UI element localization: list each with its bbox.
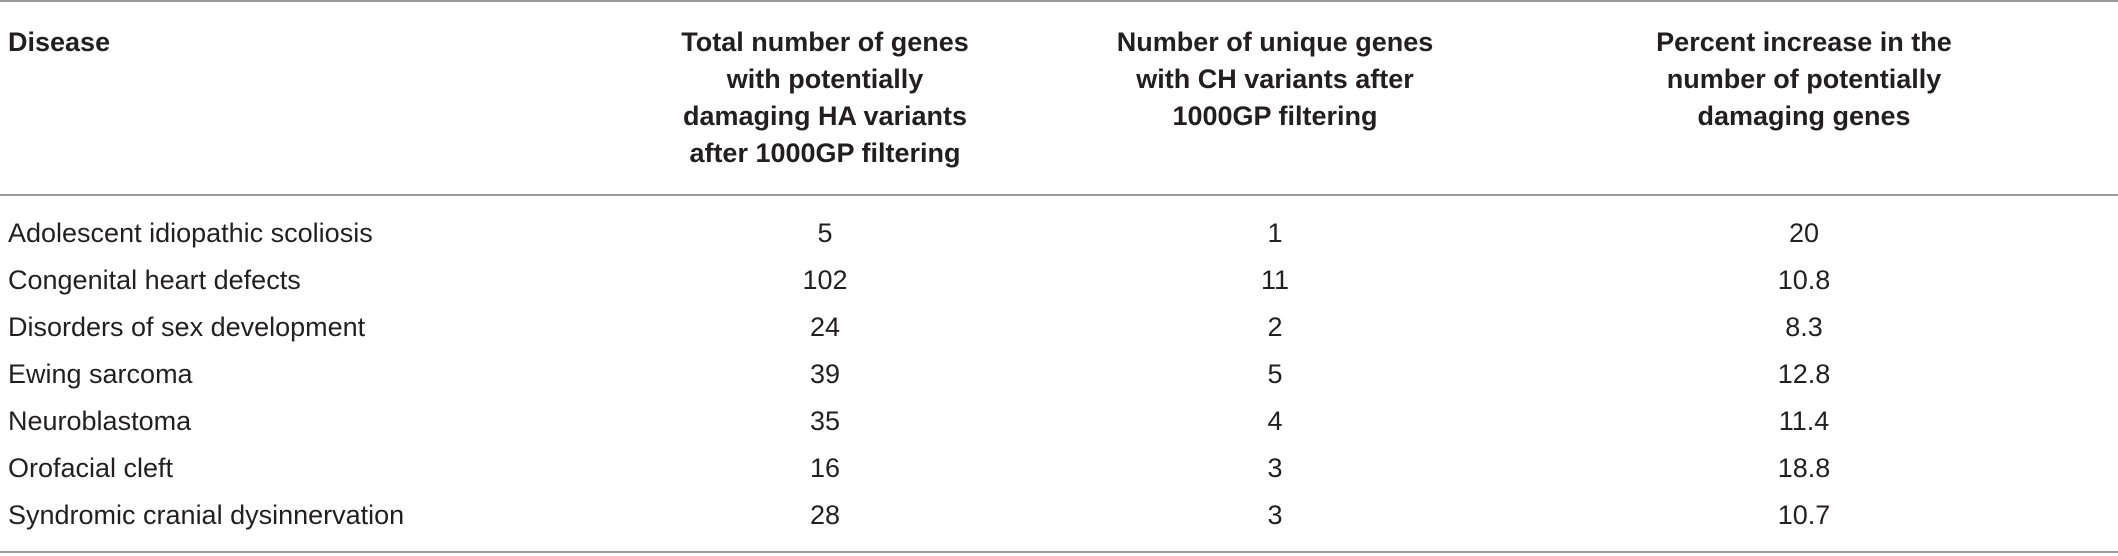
header-percent-increase-line: number of potentially: [1666, 64, 1942, 94]
header-unique-genes-line: Number of unique genes: [1116, 27, 1434, 57]
table-row: Congenital heart defects 102 11 10.8: [0, 257, 2118, 304]
cell-disease: Disorders of sex development: [8, 312, 366, 342]
header-total-genes-line: Total number of genes: [681, 27, 969, 57]
header-disease-label: Disease: [8, 27, 111, 57]
cell-unique-genes: 11: [1260, 265, 1290, 295]
header-percent-increase-line: Percent increase in the: [1656, 27, 1952, 57]
cell-percent-increase: 20: [1788, 218, 1820, 248]
cell-total-genes: 28: [809, 500, 841, 530]
cell-unique-genes: 1: [1267, 218, 1283, 248]
header-disease: Disease: [0, 1, 590, 195]
header-total-genes-line: after 1000GP filtering: [689, 138, 961, 168]
table-row: Syndromic cranial dysinnervation 28 3 10…: [0, 492, 2118, 549]
header-total-genes-line: damaging HA variants: [682, 101, 968, 131]
cell-disease: Neuroblastoma: [8, 406, 192, 436]
cell-unique-genes: 3: [1267, 500, 1283, 530]
header-percent-increase-line: damaging genes: [1697, 101, 1911, 131]
header-unique-genes: Number of unique genes with CH variants …: [1060, 1, 1490, 195]
cell-disease: Orofacial cleft: [8, 453, 174, 483]
cell-percent-increase: 10.8: [1777, 265, 1831, 295]
cell-disease: Ewing sarcoma: [8, 359, 193, 389]
table-row: Ewing sarcoma 39 5 12.8: [0, 351, 2118, 398]
table-header: Disease Total number of genes with poten…: [0, 1, 2118, 195]
cell-unique-genes: 4: [1267, 406, 1283, 436]
table-row: Adolescent idiopathic scoliosis 5 1 20: [0, 195, 2118, 257]
header-total-genes-line: with potentially: [726, 64, 924, 94]
cell-total-genes: 5: [817, 218, 833, 248]
cell-total-genes: 39: [809, 359, 841, 389]
cell-percent-increase: 12.8: [1777, 359, 1831, 389]
table-row: Neuroblastoma 35 4 11.4: [0, 398, 2118, 445]
cell-disease: Adolescent idiopathic scoliosis: [8, 218, 373, 248]
header-total-genes: Total number of genes with potentially d…: [590, 1, 1060, 195]
cell-percent-increase: 18.8: [1777, 453, 1831, 483]
cell-percent-increase: 11.4: [1778, 406, 1830, 436]
table-body: Adolescent idiopathic scoliosis 5 1 20 C…: [0, 195, 2118, 549]
cell-total-genes: 24: [809, 312, 841, 342]
cell-total-genes: 16: [809, 453, 841, 483]
header-unique-genes-line: 1000GP filtering: [1172, 101, 1378, 131]
header-row: Disease Total number of genes with poten…: [0, 1, 2118, 195]
cell-percent-increase: 10.7: [1777, 500, 1831, 530]
table-row: Orofacial cleft 16 3 18.8: [0, 445, 2118, 492]
cell-disease: Syndromic cranial dysinnervation: [8, 500, 405, 530]
header-percent-increase: Percent increase in the number of potent…: [1490, 1, 2118, 195]
cell-percent-increase: 8.3: [1785, 312, 1823, 342]
cell-total-genes: 102: [802, 265, 848, 295]
table-row: Disorders of sex development 24 2 8.3: [0, 304, 2118, 351]
cell-total-genes: 35: [809, 406, 841, 436]
table-bottom-rule: [0, 551, 2118, 553]
cell-disease: Congenital heart defects: [8, 265, 301, 295]
cell-unique-genes: 5: [1267, 359, 1283, 389]
cell-unique-genes: 3: [1267, 453, 1283, 483]
cell-unique-genes: 2: [1267, 312, 1283, 342]
header-unique-genes-line: with CH variants after: [1136, 64, 1414, 94]
